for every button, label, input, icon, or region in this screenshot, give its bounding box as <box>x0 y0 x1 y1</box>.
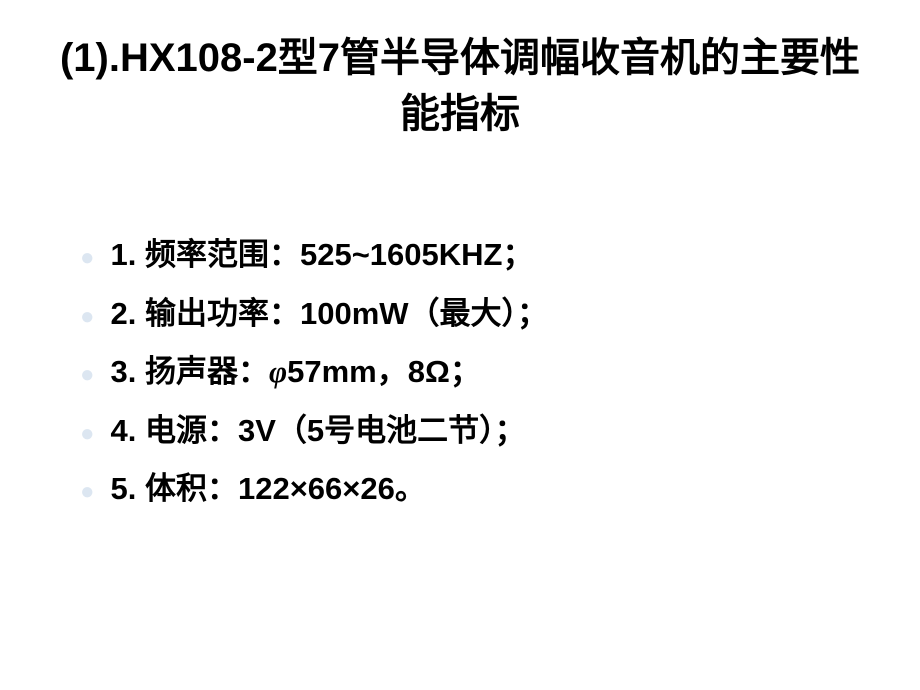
item-text: 5. 体积：122×66×26。 <box>111 466 426 513</box>
bullet-icon: ● <box>80 416 95 452</box>
bullet-icon: ● <box>80 474 95 510</box>
item-text: 3. 扬声器：φ57mm，8Ω； <box>111 349 481 396</box>
item-text: 1. 频率范围：525~1605KHZ； <box>111 232 534 279</box>
list-item: ● 2. 输出功率：100mW（最大）； <box>80 291 870 338</box>
bullet-list: ● 1. 频率范围：525~1605KHZ； ● 2. 输出功率：100mW（最… <box>50 232 870 513</box>
bullet-icon: ● <box>80 299 95 335</box>
slide-title: (1).HX108-2型7管半导体调幅收音机的主要性能指标 <box>50 30 870 142</box>
item-text: 4. 电源：3V（5号电池二节）； <box>111 408 526 455</box>
item-text: 2. 输出功率：100mW（最大）； <box>111 291 549 338</box>
bullet-icon: ● <box>80 357 95 393</box>
bullet-icon: ● <box>80 240 95 276</box>
list-item: ● 1. 频率范围：525~1605KHZ； <box>80 232 870 279</box>
list-item: ● 5. 体积：122×66×26。 <box>80 466 870 513</box>
list-item: ● 4. 电源：3V（5号电池二节）； <box>80 408 870 455</box>
list-item: ● 3. 扬声器：φ57mm，8Ω； <box>80 349 870 396</box>
